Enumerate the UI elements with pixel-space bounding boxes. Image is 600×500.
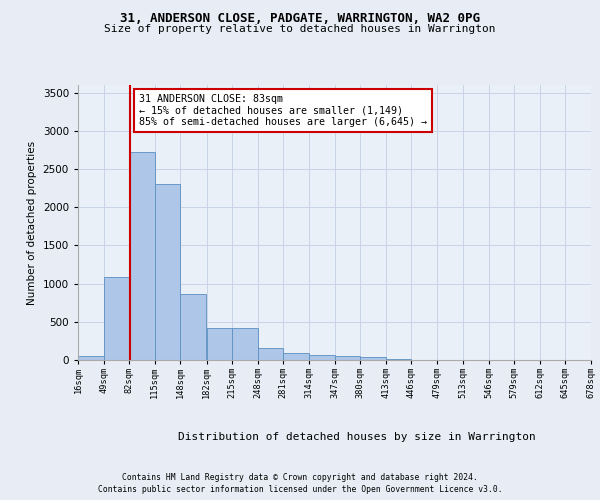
Text: Contains HM Land Registry data © Crown copyright and database right 2024.: Contains HM Land Registry data © Crown c… — [122, 472, 478, 482]
Text: 31, ANDERSON CLOSE, PADGATE, WARRINGTON, WA2 0PG: 31, ANDERSON CLOSE, PADGATE, WARRINGTON,… — [120, 12, 480, 26]
Bar — [283, 353, 309, 360]
Text: 31 ANDERSON CLOSE: 83sqm
← 15% of detached houses are smaller (1,149)
85% of sem: 31 ANDERSON CLOSE: 83sqm ← 15% of detach… — [139, 94, 427, 127]
Bar — [335, 356, 360, 360]
Bar — [232, 328, 258, 360]
Bar — [206, 328, 232, 360]
Y-axis label: Number of detached properties: Number of detached properties — [27, 140, 37, 304]
Text: Size of property relative to detached houses in Warrington: Size of property relative to detached ho… — [104, 24, 496, 34]
Bar — [309, 356, 335, 360]
Bar — [386, 359, 411, 360]
Bar — [180, 294, 206, 360]
Bar — [155, 184, 180, 360]
Text: Distribution of detached houses by size in Warrington: Distribution of detached houses by size … — [178, 432, 536, 442]
Bar — [104, 276, 129, 360]
Bar — [129, 152, 155, 360]
Bar — [258, 348, 283, 360]
Text: Contains public sector information licensed under the Open Government Licence v3: Contains public sector information licen… — [98, 485, 502, 494]
Bar — [360, 358, 386, 360]
Bar — [78, 356, 104, 360]
